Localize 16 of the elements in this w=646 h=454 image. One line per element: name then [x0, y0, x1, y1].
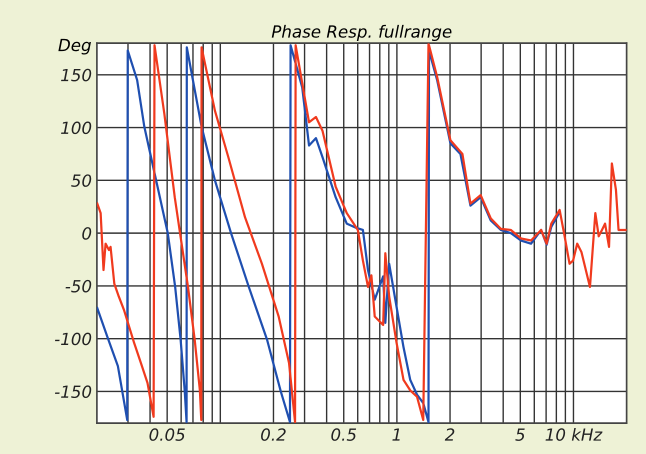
x-tick-label: 0.2 [261, 428, 286, 441]
y-axis-title: Deg [58, 38, 91, 55]
x-tick-label: 1 [392, 428, 400, 441]
chart-title: Phase Resp. fullrange [272, 24, 452, 42]
y-tick-label: 150 [61, 68, 92, 82]
x-tick-label: 5 [515, 428, 525, 441]
y-tick-label: -50 [66, 280, 92, 292]
y-tick-label: -150 [54, 385, 92, 398]
x-tick-label: 0.05 [149, 428, 185, 441]
y-tick-label: 0 [82, 227, 92, 240]
y-tick-label: 50 [71, 174, 92, 187]
x-tick-label: 10 kHz [546, 428, 602, 441]
y-tick-label: 100 [61, 122, 92, 134]
x-tick-label: 0.5 [331, 428, 356, 441]
x-tick-label: 2 [444, 428, 454, 441]
y-tick-label: -100 [54, 332, 92, 346]
